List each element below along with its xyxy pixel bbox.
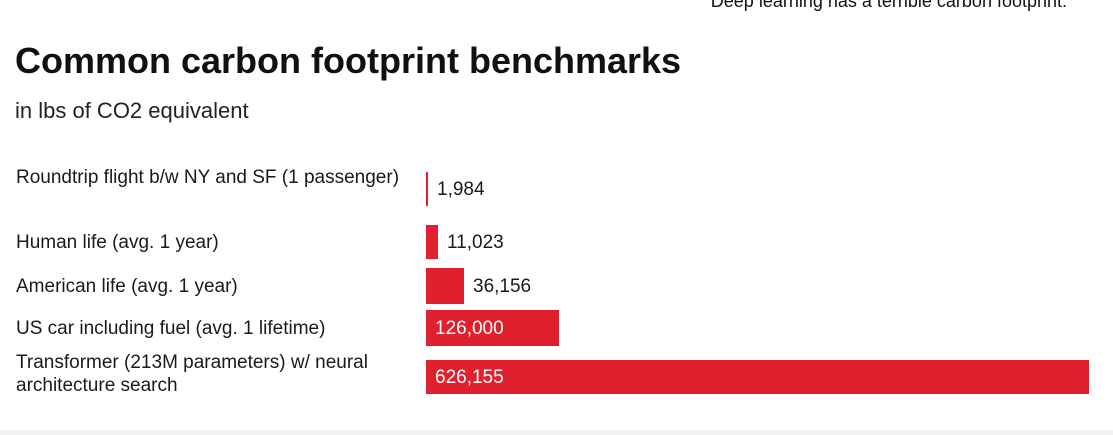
chart-title: Common carbon footprint benchmarks (15, 40, 682, 81)
category-label: Roundtrip flight b/w NY and SF (1 passen… (16, 167, 400, 188)
category-label: Transformer (213M parameters) w/ neural … (16, 352, 368, 396)
bar-row: Human life (avg. 1 year) 11,023 (0, 225, 1113, 259)
value-label: 626,155 (435, 366, 504, 388)
value-label: 11,023 (447, 231, 504, 253)
category-label: US car including fuel (avg. 1 lifetime) (16, 317, 326, 339)
value-label: 1,984 (437, 178, 485, 200)
article-caption: Deep learning has a terrible carbon foot… (710, 0, 1067, 11)
bar-row: US car including fuel (avg. 1 lifetime) 1… (0, 310, 1113, 346)
bar (426, 268, 464, 304)
bar (426, 172, 428, 206)
value-label: 126,000 (435, 317, 504, 339)
category-label: Human life (avg. 1 year) (16, 231, 219, 253)
chart-card: Common carbon footprint benchmarks in lb… (0, 18, 1113, 430)
chart-subtitle: in lbs of CO2 equivalent (15, 98, 249, 123)
bar (426, 225, 438, 259)
category-label: American life (avg. 1 year) (16, 275, 238, 297)
bar (426, 310, 559, 346)
bar-row: Roundtrip flight b/w NY and SF (1 passen… (0, 166, 1113, 212)
bar-row: American life (avg. 1 year) 36,156 (0, 268, 1113, 304)
bar-row: Transformer (213M parameters) w/ neural … (0, 351, 1113, 403)
bar (426, 360, 1089, 394)
bottom-divider (0, 430, 1113, 435)
value-label: 36,156 (473, 275, 532, 297)
